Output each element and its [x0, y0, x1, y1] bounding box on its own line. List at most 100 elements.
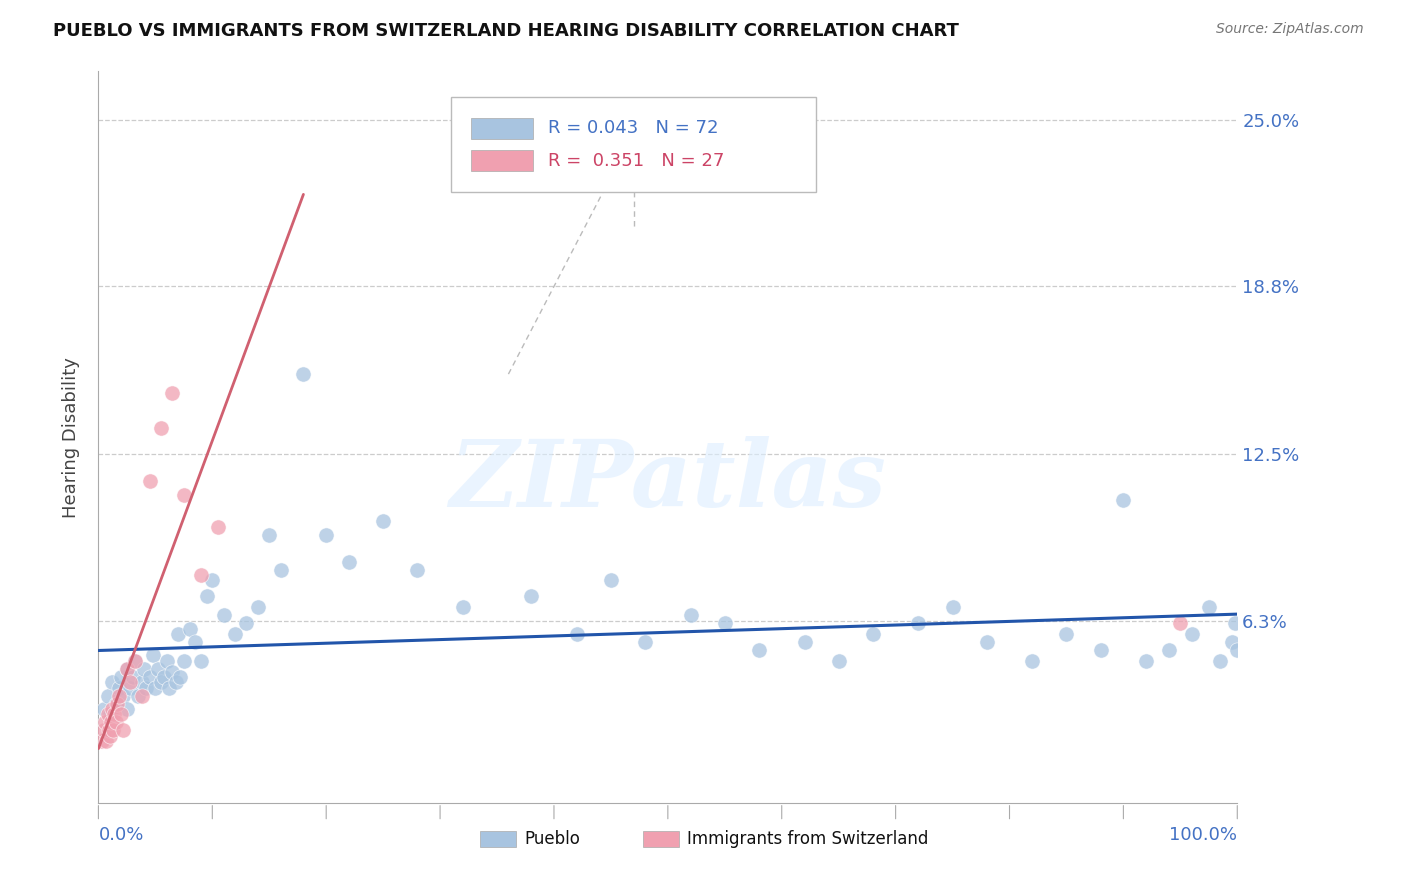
Point: [1135, 654, 1157, 668]
Point: [235, 616, 257, 631]
Point: [179, 622, 201, 636]
Point: [520, 590, 543, 604]
Point: [246, 600, 269, 615]
Point: [121, 670, 143, 684]
Point: [371, 515, 394, 529]
Point: [103, 707, 125, 722]
Point: [146, 662, 169, 676]
Point: [115, 702, 138, 716]
Point: [162, 385, 184, 400]
Point: [105, 697, 128, 711]
Point: [120, 681, 142, 695]
Point: [120, 675, 142, 690]
Point: [169, 670, 191, 684]
Point: [93, 702, 115, 716]
Point: [1226, 643, 1249, 657]
Point: [108, 689, 131, 703]
Point: [98, 707, 121, 722]
Point: [150, 675, 173, 690]
Point: [600, 574, 623, 588]
Point: [714, 616, 737, 631]
Text: ZIPatlas: ZIPatlas: [450, 436, 886, 526]
Point: [337, 555, 360, 569]
Point: [156, 654, 179, 668]
Point: [96, 689, 118, 703]
Point: [94, 715, 117, 730]
Point: [138, 475, 160, 489]
Point: [157, 681, 180, 695]
Point: [1112, 493, 1135, 508]
Point: [150, 420, 173, 434]
Bar: [471, 151, 533, 171]
Point: [828, 654, 851, 668]
Point: [115, 662, 138, 676]
Point: [96, 734, 118, 748]
Point: [207, 520, 229, 534]
Point: [201, 574, 224, 588]
Point: [184, 635, 207, 649]
Text: 0.0%: 0.0%: [98, 826, 143, 844]
Point: [103, 723, 125, 738]
Point: [173, 654, 195, 668]
Point: [190, 654, 212, 668]
Point: [224, 627, 246, 641]
Bar: [471, 118, 533, 138]
Point: [167, 627, 190, 641]
Point: [976, 635, 998, 649]
Point: [679, 608, 702, 623]
Point: [862, 627, 884, 641]
Point: [195, 590, 218, 604]
Point: [96, 707, 118, 722]
Point: [104, 697, 127, 711]
Bar: [643, 830, 679, 847]
Point: [1170, 616, 1192, 631]
Point: [1090, 643, 1112, 657]
Point: [907, 616, 929, 631]
Point: [634, 635, 657, 649]
Point: [1220, 635, 1243, 649]
Point: [135, 681, 157, 695]
Point: [292, 367, 315, 381]
Point: [142, 648, 165, 663]
Point: [110, 670, 132, 684]
Point: [100, 715, 122, 730]
Point: [748, 643, 770, 657]
Point: [138, 670, 160, 684]
Point: [270, 563, 292, 577]
Point: [1157, 643, 1180, 657]
Point: [97, 723, 120, 738]
Point: [942, 600, 965, 615]
Text: 100.0%: 100.0%: [1170, 826, 1237, 844]
Point: [124, 654, 146, 668]
Text: PUEBLO VS IMMIGRANTS FROM SWITZERLAND HEARING DISABILITY CORRELATION CHART: PUEBLO VS IMMIGRANTS FROM SWITZERLAND HE…: [53, 22, 959, 40]
Point: [190, 568, 212, 582]
Point: [1021, 654, 1043, 668]
Point: [110, 707, 132, 722]
Point: [104, 715, 127, 730]
Point: [101, 702, 124, 716]
Text: Immigrants from Switzerland: Immigrants from Switzerland: [688, 830, 928, 847]
Point: [145, 681, 167, 695]
Point: [131, 675, 153, 690]
Point: [115, 662, 138, 676]
Point: [112, 723, 135, 738]
Point: [131, 689, 153, 703]
Text: Pueblo: Pueblo: [524, 830, 581, 847]
Point: [132, 662, 155, 676]
FancyBboxPatch shape: [451, 97, 815, 192]
Point: [1209, 654, 1232, 668]
Y-axis label: Hearing Disability: Hearing Disability: [62, 357, 80, 517]
Point: [124, 654, 146, 668]
Point: [259, 528, 281, 542]
Point: [173, 488, 195, 502]
Point: [112, 689, 135, 703]
Point: [793, 635, 815, 649]
Point: [1181, 627, 1204, 641]
Point: [90, 734, 112, 748]
Text: R = 0.043   N = 72: R = 0.043 N = 72: [548, 120, 718, 137]
Point: [565, 627, 588, 641]
Bar: [479, 830, 516, 847]
Point: [1223, 616, 1246, 631]
Point: [406, 563, 429, 577]
Point: [98, 729, 121, 743]
